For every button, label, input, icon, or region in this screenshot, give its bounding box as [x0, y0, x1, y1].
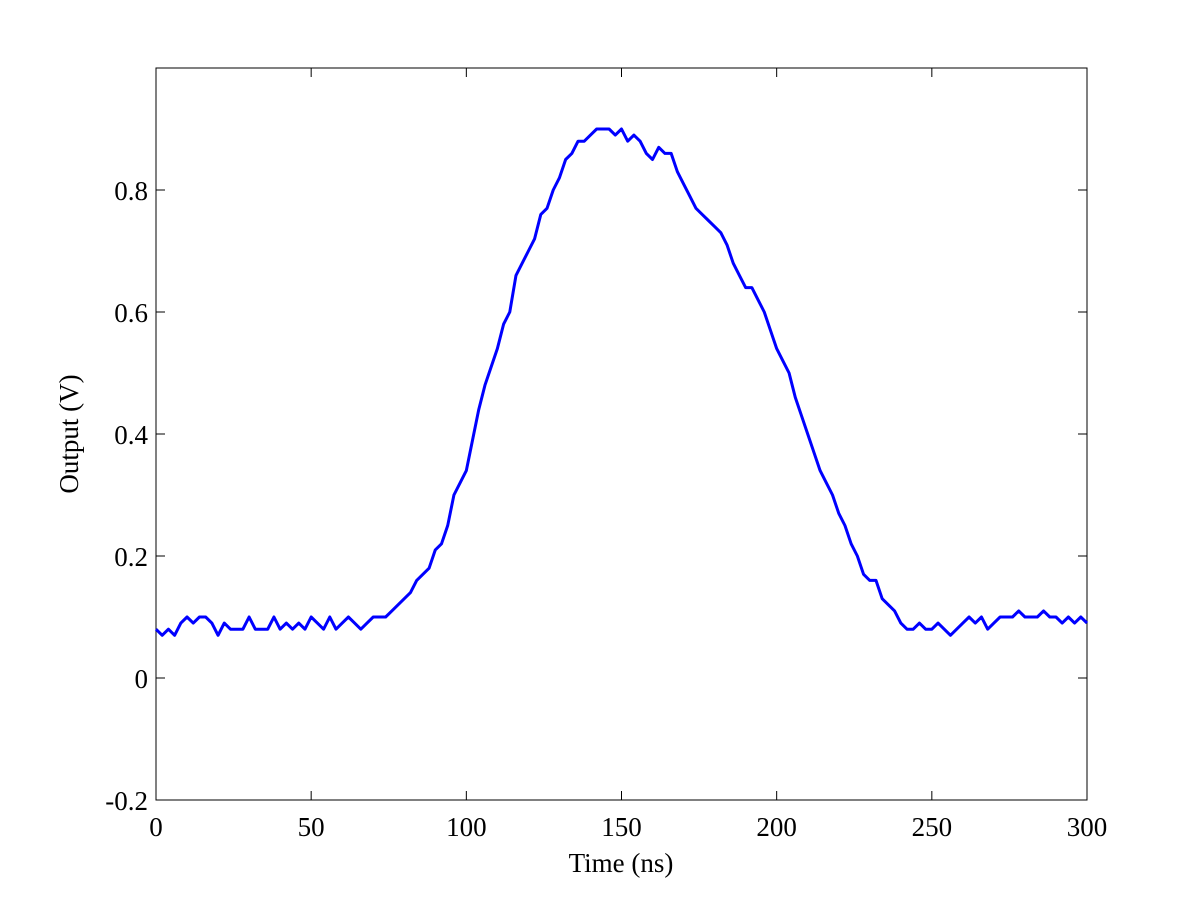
x-tick-label: 0 [149, 812, 163, 842]
y-tick-label: -0.2 [105, 786, 148, 816]
x-tick-label: 150 [601, 812, 642, 842]
x-tick-label: 100 [446, 812, 487, 842]
x-axis-label: Time (ns) [569, 848, 674, 878]
data-line [154, 127, 1089, 637]
plot-frame [155, 67, 1088, 801]
y-tick-label: 0.2 [114, 542, 148, 572]
x-tick-label: 300 [1067, 812, 1108, 842]
x-tick-label: 200 [756, 812, 797, 842]
x-tick-label: 50 [298, 812, 325, 842]
x-tick-label: 250 [912, 812, 953, 842]
y-tick-label: 0 [135, 664, 149, 694]
y-tick-label: 0.4 [114, 420, 148, 450]
y-axis-label: Output (V) [54, 374, 84, 493]
y-tick-label: 0.8 [114, 176, 148, 206]
y-tick-label: 0.6 [114, 298, 148, 328]
